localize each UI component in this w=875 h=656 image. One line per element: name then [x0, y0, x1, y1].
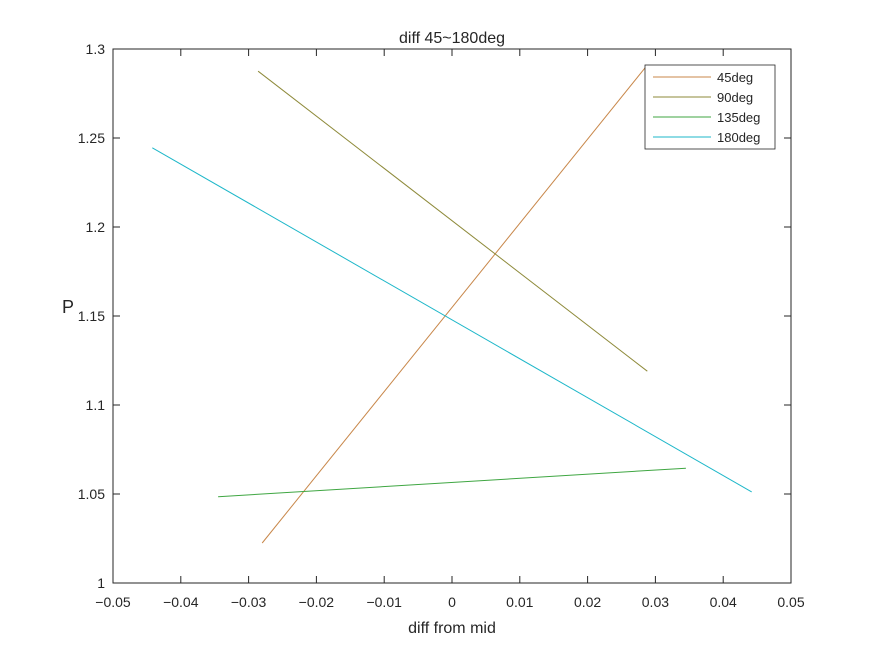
x-tick-label: 0.03 — [642, 594, 669, 610]
y-tick-label: 1.25 — [78, 130, 105, 146]
x-tick-label: −0.05 — [95, 594, 131, 610]
x-tick-label: 0.04 — [710, 594, 737, 610]
series-layer — [152, 66, 752, 544]
x-axis-label: diff from mid — [408, 620, 496, 637]
chart-title: diff 45~180deg — [399, 30, 505, 47]
series-line-90deg — [257, 70, 648, 372]
x-axis: −0.05 −0.04 −0.03 −0.02 −0.01 0 0.01 0.02 0.03 0.… — [95, 49, 805, 610]
legend-box — [644, 64, 776, 150]
y-tick-label: 1.3 — [86, 41, 106, 57]
y-tick-label: 1.05 — [78, 486, 105, 502]
series-line-135deg — [218, 467, 686, 498]
legend-label: 135deg — [717, 110, 760, 125]
series-line-180deg — [152, 147, 752, 493]
x-tick-label: −0.01 — [366, 594, 402, 610]
y-tick-label: 1.15 — [78, 308, 105, 324]
y-axis-label: P — [62, 297, 74, 317]
x-tick-label: −0.02 — [299, 594, 335, 610]
legend-label: 45deg — [717, 70, 753, 85]
y-tick-label: 1.1 — [86, 397, 106, 413]
x-tick-label: 0.02 — [574, 594, 601, 610]
x-tick-label: −0.03 — [231, 594, 267, 610]
legend: 45deg 90deg 135deg 180deg — [644, 64, 776, 150]
x-tick-label: 0.01 — [506, 594, 533, 610]
legend-label: 90deg — [717, 90, 753, 105]
y-tick-label: 1 — [97, 575, 105, 591]
y-tick-label: 1.2 — [86, 219, 106, 235]
x-tick-label: −0.04 — [163, 594, 199, 610]
legend-label: 180deg — [717, 130, 760, 145]
x-tick-label: 0.05 — [777, 594, 804, 610]
y-axis: 1 1.05 1.1 1.15 1.2 1.25 1.3 — [78, 41, 791, 591]
series-line-45deg — [261, 66, 647, 544]
x-tick-label: 0 — [448, 594, 456, 610]
